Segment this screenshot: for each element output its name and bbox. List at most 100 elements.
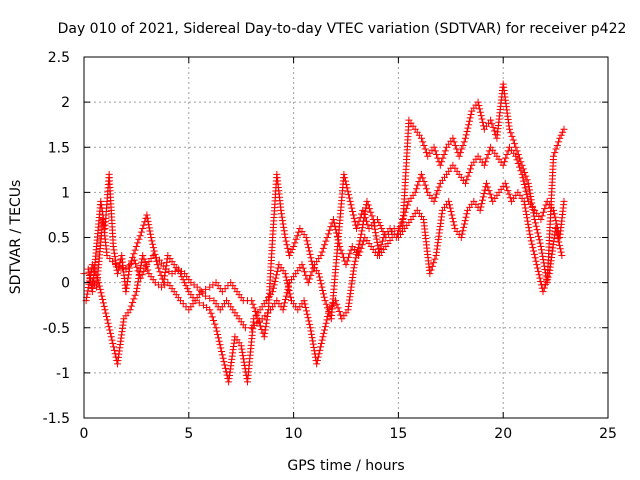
data-point xyxy=(480,161,488,169)
data-point xyxy=(307,254,315,262)
data-point xyxy=(465,117,473,125)
data-point xyxy=(132,260,140,268)
x-axis-ticks: 0 5 10 15 20 25 xyxy=(80,57,617,442)
data-point xyxy=(430,143,438,151)
data-point xyxy=(397,219,405,227)
data-point xyxy=(522,207,530,215)
data-point xyxy=(434,187,442,195)
data-point xyxy=(422,149,430,157)
data-point xyxy=(522,187,530,195)
data-point xyxy=(261,326,269,334)
data-point xyxy=(206,306,214,314)
data-point xyxy=(531,254,539,262)
data-point xyxy=(324,312,332,320)
data-point xyxy=(528,240,536,248)
data-point xyxy=(358,241,366,249)
data-point xyxy=(104,319,112,327)
y-tick-label: 2 xyxy=(61,95,70,111)
data-point xyxy=(140,267,148,275)
data-point xyxy=(333,232,341,240)
data-point xyxy=(433,190,441,198)
data-point xyxy=(534,267,542,275)
data-point xyxy=(150,247,158,255)
data-point xyxy=(348,204,356,212)
data-point xyxy=(525,183,533,191)
data-point xyxy=(124,274,132,282)
data-point xyxy=(435,183,443,191)
data-point xyxy=(352,224,360,232)
data-point xyxy=(532,222,540,230)
data-point xyxy=(462,131,470,139)
data-point xyxy=(304,314,312,322)
data-point xyxy=(319,333,327,341)
data-point xyxy=(476,206,484,214)
data-point xyxy=(110,249,118,257)
data-point xyxy=(550,152,558,160)
data-point xyxy=(298,261,306,269)
data-point xyxy=(347,201,355,209)
data-point xyxy=(103,316,111,324)
data-point xyxy=(96,285,104,293)
data-point xyxy=(308,334,316,342)
data-point xyxy=(139,252,147,260)
data-point xyxy=(485,187,493,195)
data-point xyxy=(482,179,490,187)
data-point xyxy=(272,274,280,282)
data-point xyxy=(279,217,287,225)
data-point xyxy=(360,217,368,225)
data-point xyxy=(535,236,543,244)
data-point xyxy=(400,212,408,220)
data-point xyxy=(335,239,343,247)
data-point xyxy=(557,248,565,256)
data-point xyxy=(486,190,494,198)
data-point xyxy=(355,252,363,260)
data-point xyxy=(260,333,268,341)
data-point xyxy=(467,165,475,173)
x-tick-label: 20 xyxy=(494,426,512,442)
data-point xyxy=(479,196,487,204)
data-point xyxy=(484,183,492,191)
data-point xyxy=(420,178,428,186)
data-point xyxy=(555,238,563,246)
data-point xyxy=(148,237,156,245)
data-point xyxy=(99,299,107,307)
data-point xyxy=(316,346,324,354)
data-point xyxy=(370,222,378,230)
data-point xyxy=(322,319,330,327)
data-point xyxy=(337,246,345,254)
data-point xyxy=(305,244,313,252)
data-point xyxy=(509,136,517,144)
data-point xyxy=(239,352,247,360)
x-axis-label: GPS time / hours xyxy=(287,458,404,474)
data-point xyxy=(316,273,324,281)
data-point xyxy=(219,354,227,362)
data-point xyxy=(320,293,328,301)
data-point xyxy=(461,217,469,225)
data-point xyxy=(137,274,145,282)
data-point xyxy=(376,244,384,252)
data-point xyxy=(477,203,485,211)
data-point xyxy=(537,277,545,285)
data-point xyxy=(313,356,321,364)
data-point xyxy=(551,149,559,157)
data-point xyxy=(317,343,325,351)
data-point xyxy=(269,288,277,296)
data-point xyxy=(106,326,114,334)
data-point xyxy=(261,329,269,337)
data-point xyxy=(135,235,143,243)
data-point xyxy=(476,108,484,116)
data-point xyxy=(317,340,325,348)
data-point xyxy=(542,201,550,209)
data-point xyxy=(363,197,371,205)
data-point xyxy=(279,220,287,228)
data-point xyxy=(99,296,107,304)
data-point xyxy=(122,288,130,296)
data-point xyxy=(502,154,510,162)
data-point xyxy=(317,280,325,288)
data-point xyxy=(399,215,407,223)
x-tick-label: 10 xyxy=(285,426,303,442)
data-point xyxy=(206,294,214,302)
data-point xyxy=(281,296,289,304)
data-point xyxy=(459,141,467,149)
data-point xyxy=(109,243,117,251)
